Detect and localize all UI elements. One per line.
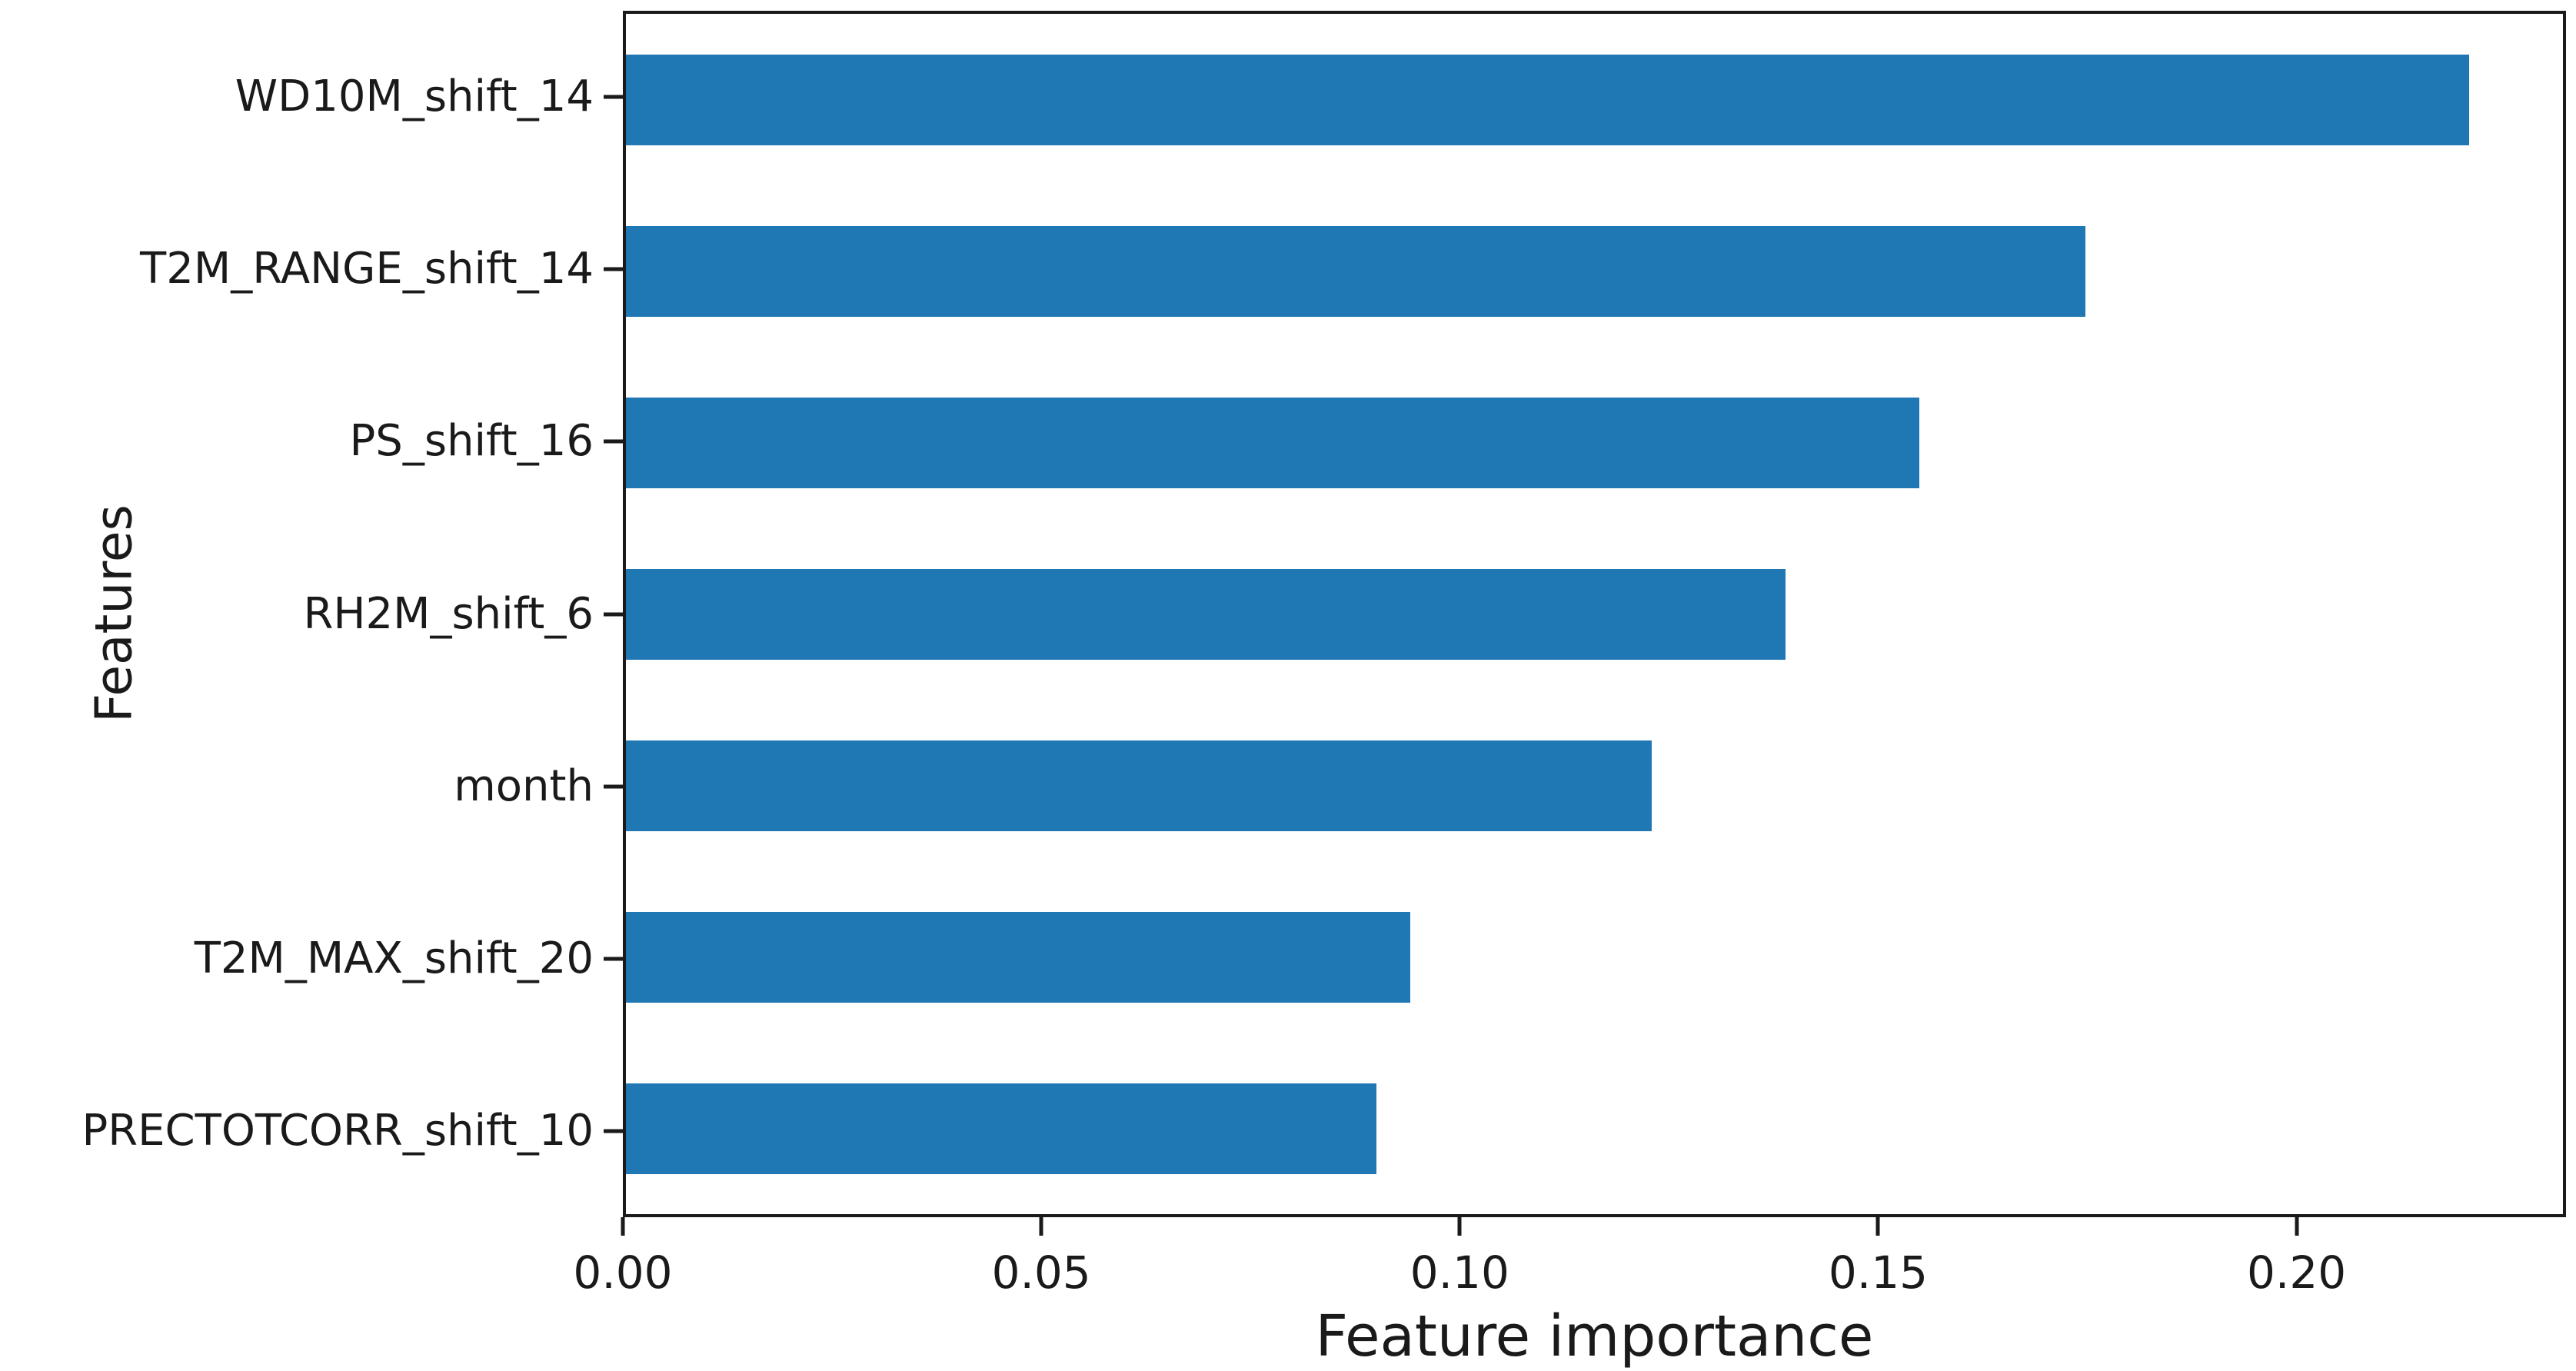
x-tick-label: 0.05 (991, 1246, 1091, 1299)
bar (626, 1083, 1377, 1174)
y-tick-mark (604, 1129, 623, 1133)
x-tick-mark (621, 1217, 625, 1236)
y-tick-marks (604, 11, 623, 1217)
bar (626, 911, 1410, 1003)
x-tick-mark (1875, 1217, 1880, 1236)
bar (626, 740, 1652, 831)
y-tick-label: T2M_RANGE_shift_14 (140, 244, 594, 294)
x-tick-label: 0.20 (2246, 1246, 2347, 1299)
y-tick-mark (604, 612, 623, 616)
y-tick-labels: WD10M_shift_14 T2M_RANGE_shift_14 PS_shift… (0, 11, 594, 1217)
y-tick-mark (604, 439, 623, 444)
x-axis-title: Feature importance (1315, 1303, 1874, 1369)
plot-area (623, 11, 2566, 1217)
x-tick-mark (2295, 1217, 2299, 1236)
x-tick-area: 0.00 0.05 0.10 0.15 0.20 (573, 1217, 2566, 1340)
bar (626, 397, 1919, 488)
y-tick-label: T2M_MAX_shift_20 (194, 933, 594, 983)
y-tick-label: PS_shift_16 (349, 416, 594, 467)
x-tick-label: 0.10 (1409, 1246, 1509, 1299)
bar (626, 54, 2470, 145)
y-tick-label: WD10M_shift_14 (235, 72, 594, 122)
x-tick-label: 0.15 (1828, 1246, 1928, 1299)
x-tick-mark (1039, 1217, 1043, 1236)
y-tick-mark (604, 95, 623, 99)
x-tick-label: 0.00 (573, 1246, 673, 1299)
x-tick-mark (1457, 1217, 1462, 1236)
y-tick-mark (604, 957, 623, 961)
y-tick-label: PRECTOTCORR_shift_10 (82, 1106, 594, 1156)
y-tick-label: RH2M_shift_6 (303, 588, 594, 639)
y-tick-mark (604, 267, 623, 271)
y-tick-mark (604, 784, 623, 789)
bar (626, 568, 1786, 660)
y-tick-label: month (454, 760, 594, 811)
bar (626, 225, 2086, 317)
